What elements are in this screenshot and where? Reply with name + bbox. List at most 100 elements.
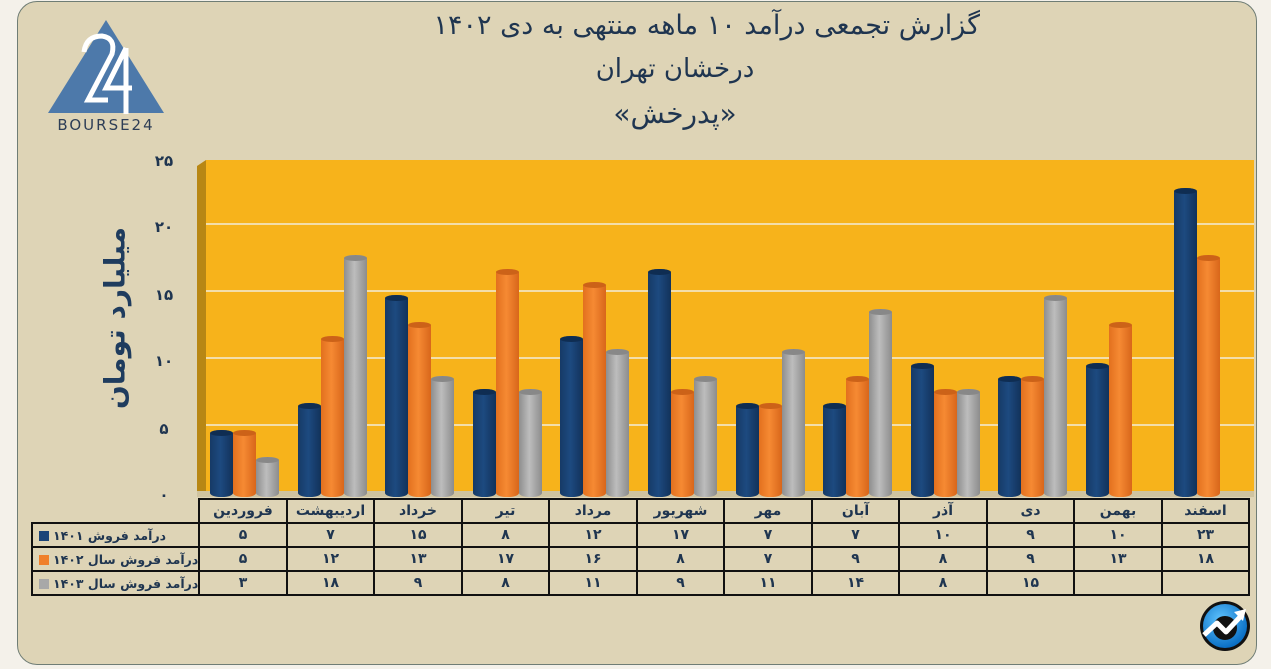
bar [343, 255, 367, 497]
bar [606, 349, 630, 497]
table-cell: ۸ [898, 570, 988, 596]
table-cell: ۱۲ [548, 522, 638, 548]
legend-1402: درآمد فروش سال ۱۴۰۲ [30, 546, 201, 572]
title-line-1: گزارش تجمعی درآمد ۱۰ ماهه منتهی به دی ۱۴… [433, 10, 980, 41]
table-row-1403: درآمد فروش سال ۱۴۰۳ ۳ ۱۸ ۹ ۸ ۱۱ ۹ ۱۱ ۱۴ … [30, 570, 1251, 596]
y-tick: ۰ [159, 486, 169, 504]
table-cell: ۸ [460, 522, 551, 548]
table-cell: ۱۵ [373, 522, 463, 548]
table-header-row: فروردین اردیبهشت خرداد تیر مرداد شهریور … [32, 498, 1251, 524]
table-row-1401: درآمد فروش ۱۴۰۱ ۵ ۷ ۱۵ ۸ ۱۲ ۱۷ ۷ ۷ ۱۰ ۹ … [30, 522, 1251, 548]
gridline [206, 290, 1254, 292]
table-cell: ۱۷ [460, 546, 551, 572]
table-cell: ۱۶ [548, 546, 638, 572]
bar [1086, 362, 1109, 497]
bar [233, 429, 256, 497]
month-header: خرداد [373, 498, 463, 524]
table-cell: ۱۳ [373, 546, 463, 572]
month-header: تیر [460, 498, 551, 524]
bar [1109, 322, 1132, 497]
y-tick: ۵ [159, 420, 169, 438]
bar [1044, 295, 1068, 497]
table-cell: ۸ [460, 570, 551, 596]
month-header: دی [985, 498, 1076, 524]
bar [694, 376, 717, 497]
plot-area [206, 160, 1254, 491]
plot-floor [197, 491, 1254, 497]
bar [956, 389, 980, 497]
table-cell: ۱۱ [723, 570, 813, 596]
bar [385, 295, 409, 497]
table-cell: ۵ [198, 546, 288, 572]
table-cell [1160, 570, 1251, 596]
gridline [206, 424, 1254, 426]
month-header: بهمن [1073, 498, 1163, 524]
bar [671, 389, 694, 497]
table-cell: ۹ [810, 546, 901, 572]
table-cell: ۹ [635, 570, 726, 596]
bar [320, 335, 344, 497]
table-corner [32, 499, 201, 524]
table-cell: ۷ [285, 522, 376, 548]
table-row-1402: درآمد فروش سال ۱۴۰۲ ۵ ۱۲ ۱۳ ۱۷ ۱۶ ۸ ۷ ۹ … [30, 546, 1251, 572]
bar [735, 402, 759, 497]
y-tick: ۱۰ [154, 352, 174, 370]
bar [518, 389, 542, 497]
bar [1173, 187, 1197, 497]
table-cell: ۱۱ [548, 570, 638, 596]
bar [495, 268, 519, 497]
bar [869, 308, 893, 497]
bar [210, 429, 233, 497]
bar [431, 376, 455, 497]
bar [1021, 376, 1045, 497]
bar [823, 402, 847, 497]
gridline [206, 223, 1254, 225]
month-header: آبان [810, 498, 901, 524]
bar [781, 349, 805, 497]
table-cell: ۱۲ [285, 546, 376, 572]
logo-wordmark: BOURSE24 [57, 116, 155, 134]
table-cell: ۱۰ [1073, 522, 1163, 548]
table-cell: ۹ [373, 570, 463, 596]
table-cell: ۸ [635, 546, 726, 572]
table-cell: ۵ [198, 522, 288, 548]
table-cell: ۱۰ [898, 522, 988, 548]
month-header: آذر [898, 498, 988, 524]
table-cell: ۲۳ [1160, 522, 1251, 548]
table-cell [1073, 570, 1163, 596]
title-company: درخشان تهران [595, 54, 755, 84]
bar [472, 389, 496, 497]
triangle-24-logo-icon [48, 20, 164, 114]
bar [758, 402, 782, 497]
legend-swatch-icon [39, 554, 49, 565]
bar [408, 322, 432, 497]
bar [910, 362, 934, 497]
legend-swatch-icon [39, 578, 49, 589]
table-cell: ۹ [985, 546, 1076, 572]
month-header: مرداد [548, 498, 638, 524]
gridline [206, 357, 1254, 359]
table-cell: ۷ [723, 546, 813, 572]
title-ticker: «پدرخش» [613, 97, 737, 130]
bar [560, 335, 584, 497]
bar [1196, 255, 1220, 497]
y-axis-label: میلیارد تومان [98, 226, 132, 410]
month-header: فروردین [198, 498, 288, 524]
month-header: شهریور [635, 498, 726, 524]
trend-arrow-icon [1200, 601, 1250, 651]
month-header: مهر [723, 498, 813, 524]
table-cell: ۱۷ [635, 522, 726, 548]
bar [933, 389, 957, 497]
table-cell: ۱۳ [1073, 546, 1163, 572]
data-table: فروردین اردیبهشت خرداد تیر مرداد شهریور … [30, 498, 1251, 596]
bar [583, 281, 607, 497]
table-cell: ۹ [985, 522, 1076, 548]
table-cell: ۱۵ [985, 570, 1076, 596]
bar [256, 456, 279, 497]
table-cell: ۸ [898, 546, 988, 572]
table-cell: ۱۸ [1160, 546, 1251, 572]
bar [648, 268, 671, 497]
plot-side-wall [197, 160, 206, 497]
month-header: اردیبهشت [285, 498, 376, 524]
bar [297, 402, 321, 497]
